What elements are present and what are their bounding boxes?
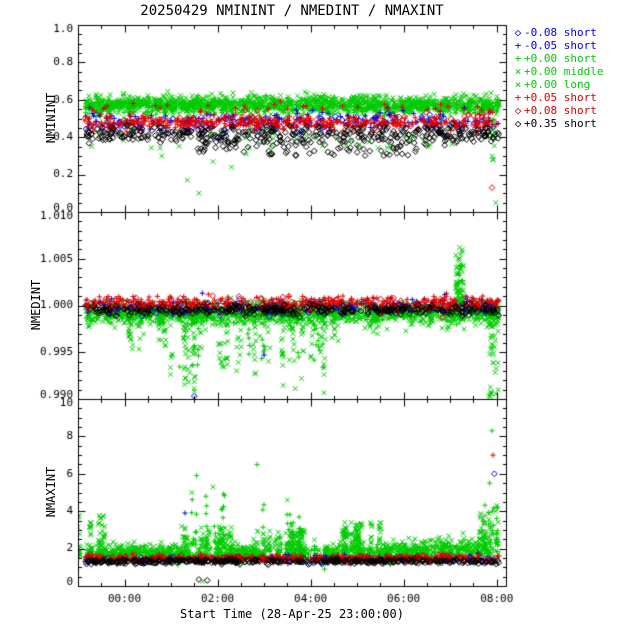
chart-title: 20250429 NMININT / NMEDINT / NMAXINT [140,3,444,19]
legend-label: -0.05 short [524,39,597,52]
plus-marker-icon: + [514,39,522,52]
x-marker-icon: × [514,78,522,91]
legend-item: × +0.00 middle [512,65,604,78]
legend-label: +0.08 short [524,104,597,117]
legend-label: +0.00 long [524,78,591,91]
y-axis-label-nminint: NMININT [44,92,58,144]
diamond-marker-icon: ◇ [514,26,522,39]
y-axis-label-nmedint: NMEDINT [29,279,43,331]
legend-label: +0.00 short [524,52,597,65]
legend: ◇ -0.08 short + -0.05 short + +0.00 short × +0.… [512,26,604,130]
legend-label: +0.00 middle [524,65,604,78]
legend-item: + +0.05 short [512,91,603,104]
legend-label: -0.08 short [524,26,597,39]
x-marker-icon: × [514,65,522,78]
legend-item: + +0.00 short [512,52,603,65]
legend-label: +0.05 short [524,91,597,104]
diamond-marker-icon: ◇ [514,117,522,130]
legend-item: × +0.00 long [512,78,603,91]
plus-marker-icon: + [514,52,522,65]
legend-item: ◇ -0.08 short [512,26,603,39]
y-axis-label-nmaxint: NMAXINT [44,466,58,518]
legend-item: ◇ +0.08 short [512,104,603,117]
diamond-marker-icon: ◇ [514,104,522,117]
legend-item: ◇ +0.35 short [512,117,603,130]
legend-item: + -0.05 short [512,39,603,52]
x-axis-title: Start Time (28-Apr-25 23:00:00) [180,607,404,621]
plus-marker-icon: + [514,91,522,104]
legend-label: +0.35 short [524,117,597,130]
